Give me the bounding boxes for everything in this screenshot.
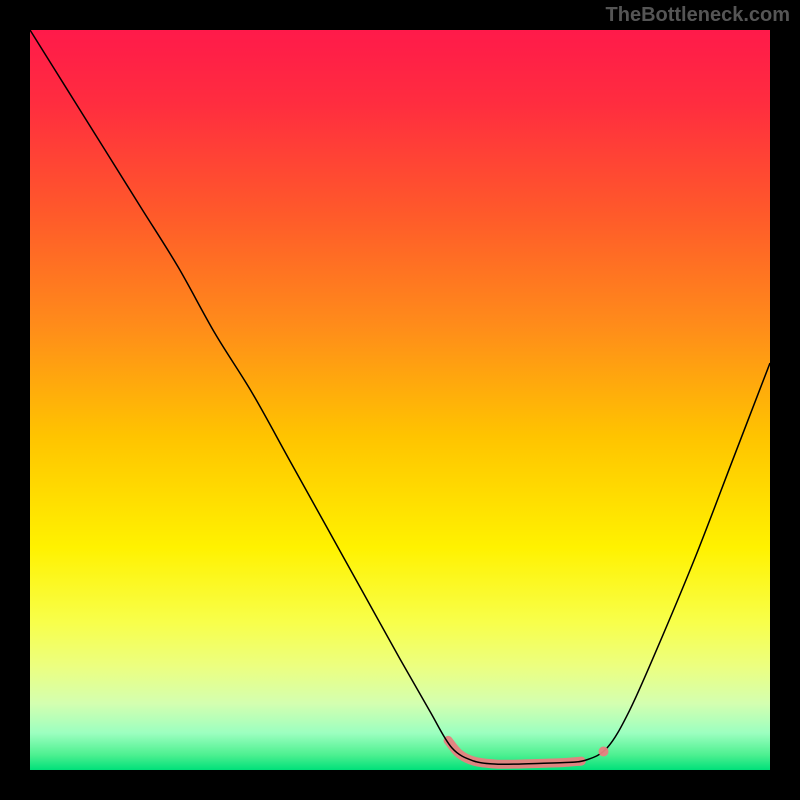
- watermark-text: TheBottleneck.com: [606, 4, 790, 27]
- bottleneck-curve-plot: [30, 30, 770, 770]
- marker-dot: [599, 747, 609, 757]
- chart-canvas: TheBottleneck.com: [0, 0, 800, 800]
